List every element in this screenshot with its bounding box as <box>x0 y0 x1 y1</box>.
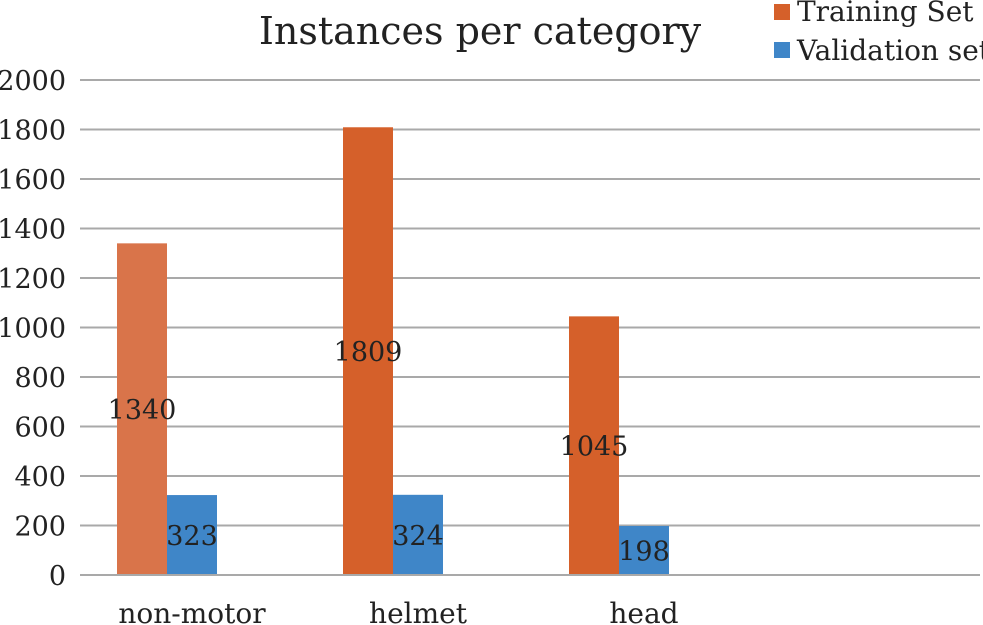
y-tick-label: 1800 <box>0 116 66 147</box>
training-bar <box>117 243 167 575</box>
category-label: helmet <box>369 597 468 625</box>
y-tick-label: 800 <box>14 363 66 394</box>
category-label: non-motor <box>118 597 266 625</box>
x-axis: non-motor helmet head <box>80 574 980 625</box>
training-bar <box>569 316 619 575</box>
training-bar <box>343 127 393 576</box>
chart-title: Instances per category <box>259 9 702 53</box>
data-label: 1045 <box>560 432 629 463</box>
data-labels: 1340 323 1809 324 1045 198 <box>108 337 670 567</box>
validation-bar <box>619 525 669 575</box>
y-tick-label: 1000 <box>0 314 66 345</box>
legend: Training Set Validation set <box>774 0 983 67</box>
data-label: 323 <box>166 521 218 552</box>
data-label: 1340 <box>108 395 177 426</box>
y-tick-label: 200 <box>14 512 66 543</box>
y-tick-label: 1200 <box>0 264 66 295</box>
data-label: 198 <box>618 536 670 567</box>
y-tick-label: 0 <box>49 561 66 592</box>
y-tick-label: 400 <box>14 462 66 493</box>
legend-label-validation: Validation set <box>796 34 983 67</box>
legend-swatch-validation <box>774 42 790 58</box>
y-tick-label: 2000 <box>0 66 66 97</box>
legend-swatch-training <box>774 4 790 20</box>
y-tick-label: 600 <box>14 413 66 444</box>
validation-bar <box>167 495 217 575</box>
y-tick-label: 1600 <box>0 165 66 196</box>
validation-bar <box>393 494 443 575</box>
gridlines <box>80 79 980 527</box>
y-axis-tick-labels: 0 200 400 600 800 1000 1200 1400 1600 1800 2000 <box>0 66 66 592</box>
legend-label-training: Training Set <box>797 0 974 28</box>
category-label: head <box>609 597 678 625</box>
data-label: 324 <box>392 521 444 552</box>
y-tick-label: 1400 <box>0 215 66 246</box>
bars <box>117 127 669 576</box>
data-label: 1809 <box>334 337 403 368</box>
